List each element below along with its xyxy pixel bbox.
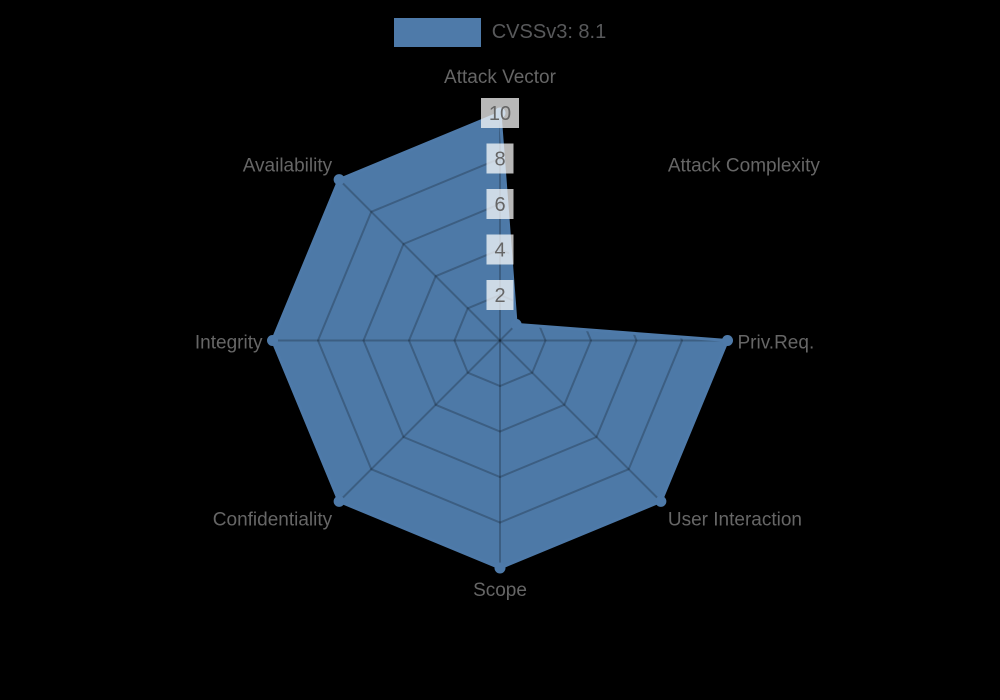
tick-backdrop (486, 143, 514, 174)
grid-spoke (499, 178, 662, 342)
tick-label: 6 (494, 194, 505, 216)
tick-backdrop (486, 280, 514, 310)
tick-label: 2 (494, 285, 505, 307)
legend-item-cvssv3[interactable]: CVSSv3: 8.1 (393, 18, 607, 47)
grid-spoke (338, 339, 501, 503)
grid-spoke (338, 178, 501, 342)
grid-ring (362, 202, 638, 479)
axis-label-user-interaction: User Interaction (668, 509, 802, 530)
data-point-7[interactable] (333, 174, 345, 186)
axis-label-attack-vector: Attack Vector (444, 67, 557, 88)
axis-label-integrity: Integrity (195, 333, 263, 354)
legend-swatch (393, 18, 481, 47)
axis-label-availability: Availability (243, 156, 333, 177)
data-point-5[interactable] (333, 495, 345, 507)
chart-legend: CVSSv3: 8.1 (0, 18, 1000, 47)
legend-label: CVSSv3: 8.1 (491, 21, 607, 43)
grid-spoke (499, 339, 662, 503)
tick-backdrop (486, 189, 514, 219)
grid-ring (316, 157, 684, 524)
axis-label-confidentiality: Confidentiality (213, 509, 333, 530)
tick-label: 10 (489, 103, 511, 125)
axis-label-attack-complexity: Attack Complexity (668, 156, 821, 177)
data-point-4[interactable] (494, 562, 506, 574)
tick-label: 8 (494, 149, 505, 171)
axis-label-priv-req: Priv.Req. (738, 333, 815, 354)
tick-label: 4 (494, 240, 505, 262)
grid-ring (407, 248, 593, 433)
series-area (272, 113, 728, 568)
data-point-2[interactable] (722, 335, 733, 346)
data-point-1[interactable] (510, 318, 522, 330)
axis-label-scope: Scope (473, 580, 527, 601)
grid-ring (453, 293, 547, 388)
tick-backdrop (481, 98, 519, 128)
data-point-3[interactable] (655, 495, 667, 507)
data-point-6[interactable] (267, 335, 278, 346)
tick-backdrop (486, 234, 514, 265)
